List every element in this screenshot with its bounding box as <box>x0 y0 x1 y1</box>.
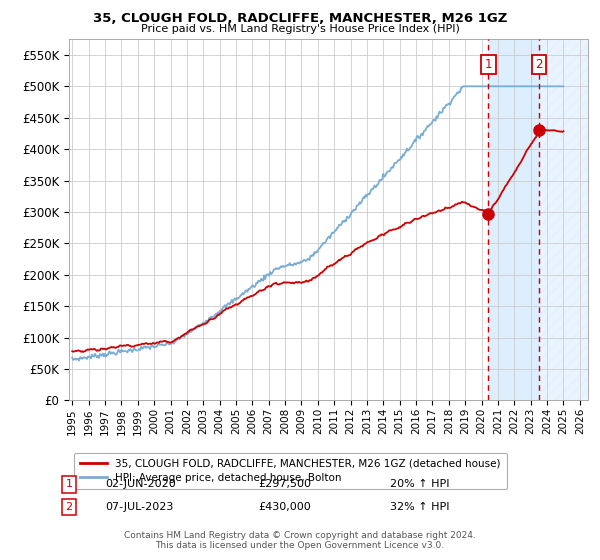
Bar <box>488 39 539 400</box>
Text: 07-JUL-2023: 07-JUL-2023 <box>105 502 173 512</box>
Text: 35, CLOUGH FOLD, RADCLIFFE, MANCHESTER, M26 1GZ: 35, CLOUGH FOLD, RADCLIFFE, MANCHESTER, … <box>93 12 507 25</box>
Text: 02-JUN-2020: 02-JUN-2020 <box>105 479 176 489</box>
Text: £297,500: £297,500 <box>258 479 311 489</box>
Text: 1: 1 <box>65 479 73 489</box>
Text: Contains HM Land Registry data © Crown copyright and database right 2024.
This d: Contains HM Land Registry data © Crown c… <box>124 530 476 550</box>
Legend: 35, CLOUGH FOLD, RADCLIFFE, MANCHESTER, M26 1GZ (detached house), HPI: Average p: 35, CLOUGH FOLD, RADCLIFFE, MANCHESTER, … <box>74 452 506 489</box>
Text: Price paid vs. HM Land Registry's House Price Index (HPI): Price paid vs. HM Land Registry's House … <box>140 24 460 34</box>
Text: 2: 2 <box>535 58 543 71</box>
Text: 2: 2 <box>65 502 73 512</box>
Bar <box>539 39 600 400</box>
Text: 1: 1 <box>485 58 492 71</box>
Text: 20% ↑ HPI: 20% ↑ HPI <box>390 479 449 489</box>
Text: £430,000: £430,000 <box>258 502 311 512</box>
Text: 32% ↑ HPI: 32% ↑ HPI <box>390 502 449 512</box>
